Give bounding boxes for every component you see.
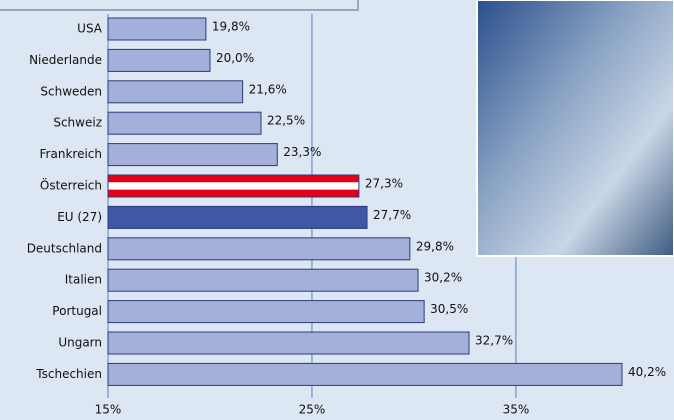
value-label: 20,0% [216, 51, 254, 65]
value-label: 32,7% [475, 334, 513, 348]
bar-stripe [108, 190, 359, 197]
value-label: 27,3% [365, 177, 403, 191]
x-tick-label: 25% [299, 403, 326, 417]
bar [108, 363, 622, 385]
bar [108, 269, 418, 291]
category-label: USA [77, 22, 103, 36]
bar [108, 112, 261, 134]
bar [108, 175, 359, 197]
value-label: 27,7% [373, 208, 411, 222]
bar [108, 238, 410, 260]
bar [108, 206, 367, 228]
category-label: Schweiz [53, 116, 102, 130]
photo [477, 0, 674, 256]
value-label: 19,8% [212, 20, 250, 34]
category-label: Österreich [40, 177, 102, 193]
category-label: Portugal [52, 304, 102, 318]
value-label: 23,3% [283, 145, 321, 159]
category-label: Italien [65, 273, 102, 287]
bar-stripe [108, 175, 359, 182]
bar [108, 81, 243, 103]
value-label: 30,5% [430, 302, 468, 316]
value-label: 21,6% [249, 82, 287, 96]
bar [108, 144, 277, 166]
bar [108, 301, 424, 323]
category-label: Niederlande [29, 53, 102, 67]
value-label: 30,2% [424, 271, 462, 285]
category-label: Ungarn [58, 336, 102, 350]
category-label: Deutschland [27, 241, 102, 255]
bar [108, 18, 206, 40]
value-label: 40,2% [628, 365, 666, 379]
x-tick-label: 15% [95, 403, 122, 417]
bar [108, 332, 469, 354]
category-label: Frankreich [40, 147, 102, 161]
category-label: Schweden [40, 84, 102, 98]
value-label: 22,5% [267, 114, 305, 128]
bar-stripe [108, 182, 359, 189]
category-label: Tschechien [35, 367, 102, 381]
x-tick-label: 35% [503, 403, 530, 417]
value-label: 29,8% [416, 239, 454, 253]
bar [108, 49, 210, 71]
category-label: EU (27) [57, 210, 102, 224]
chart: 19,8% USA 20,0% Niederlande 21,6% Schweden 22,… [0, 0, 674, 420]
